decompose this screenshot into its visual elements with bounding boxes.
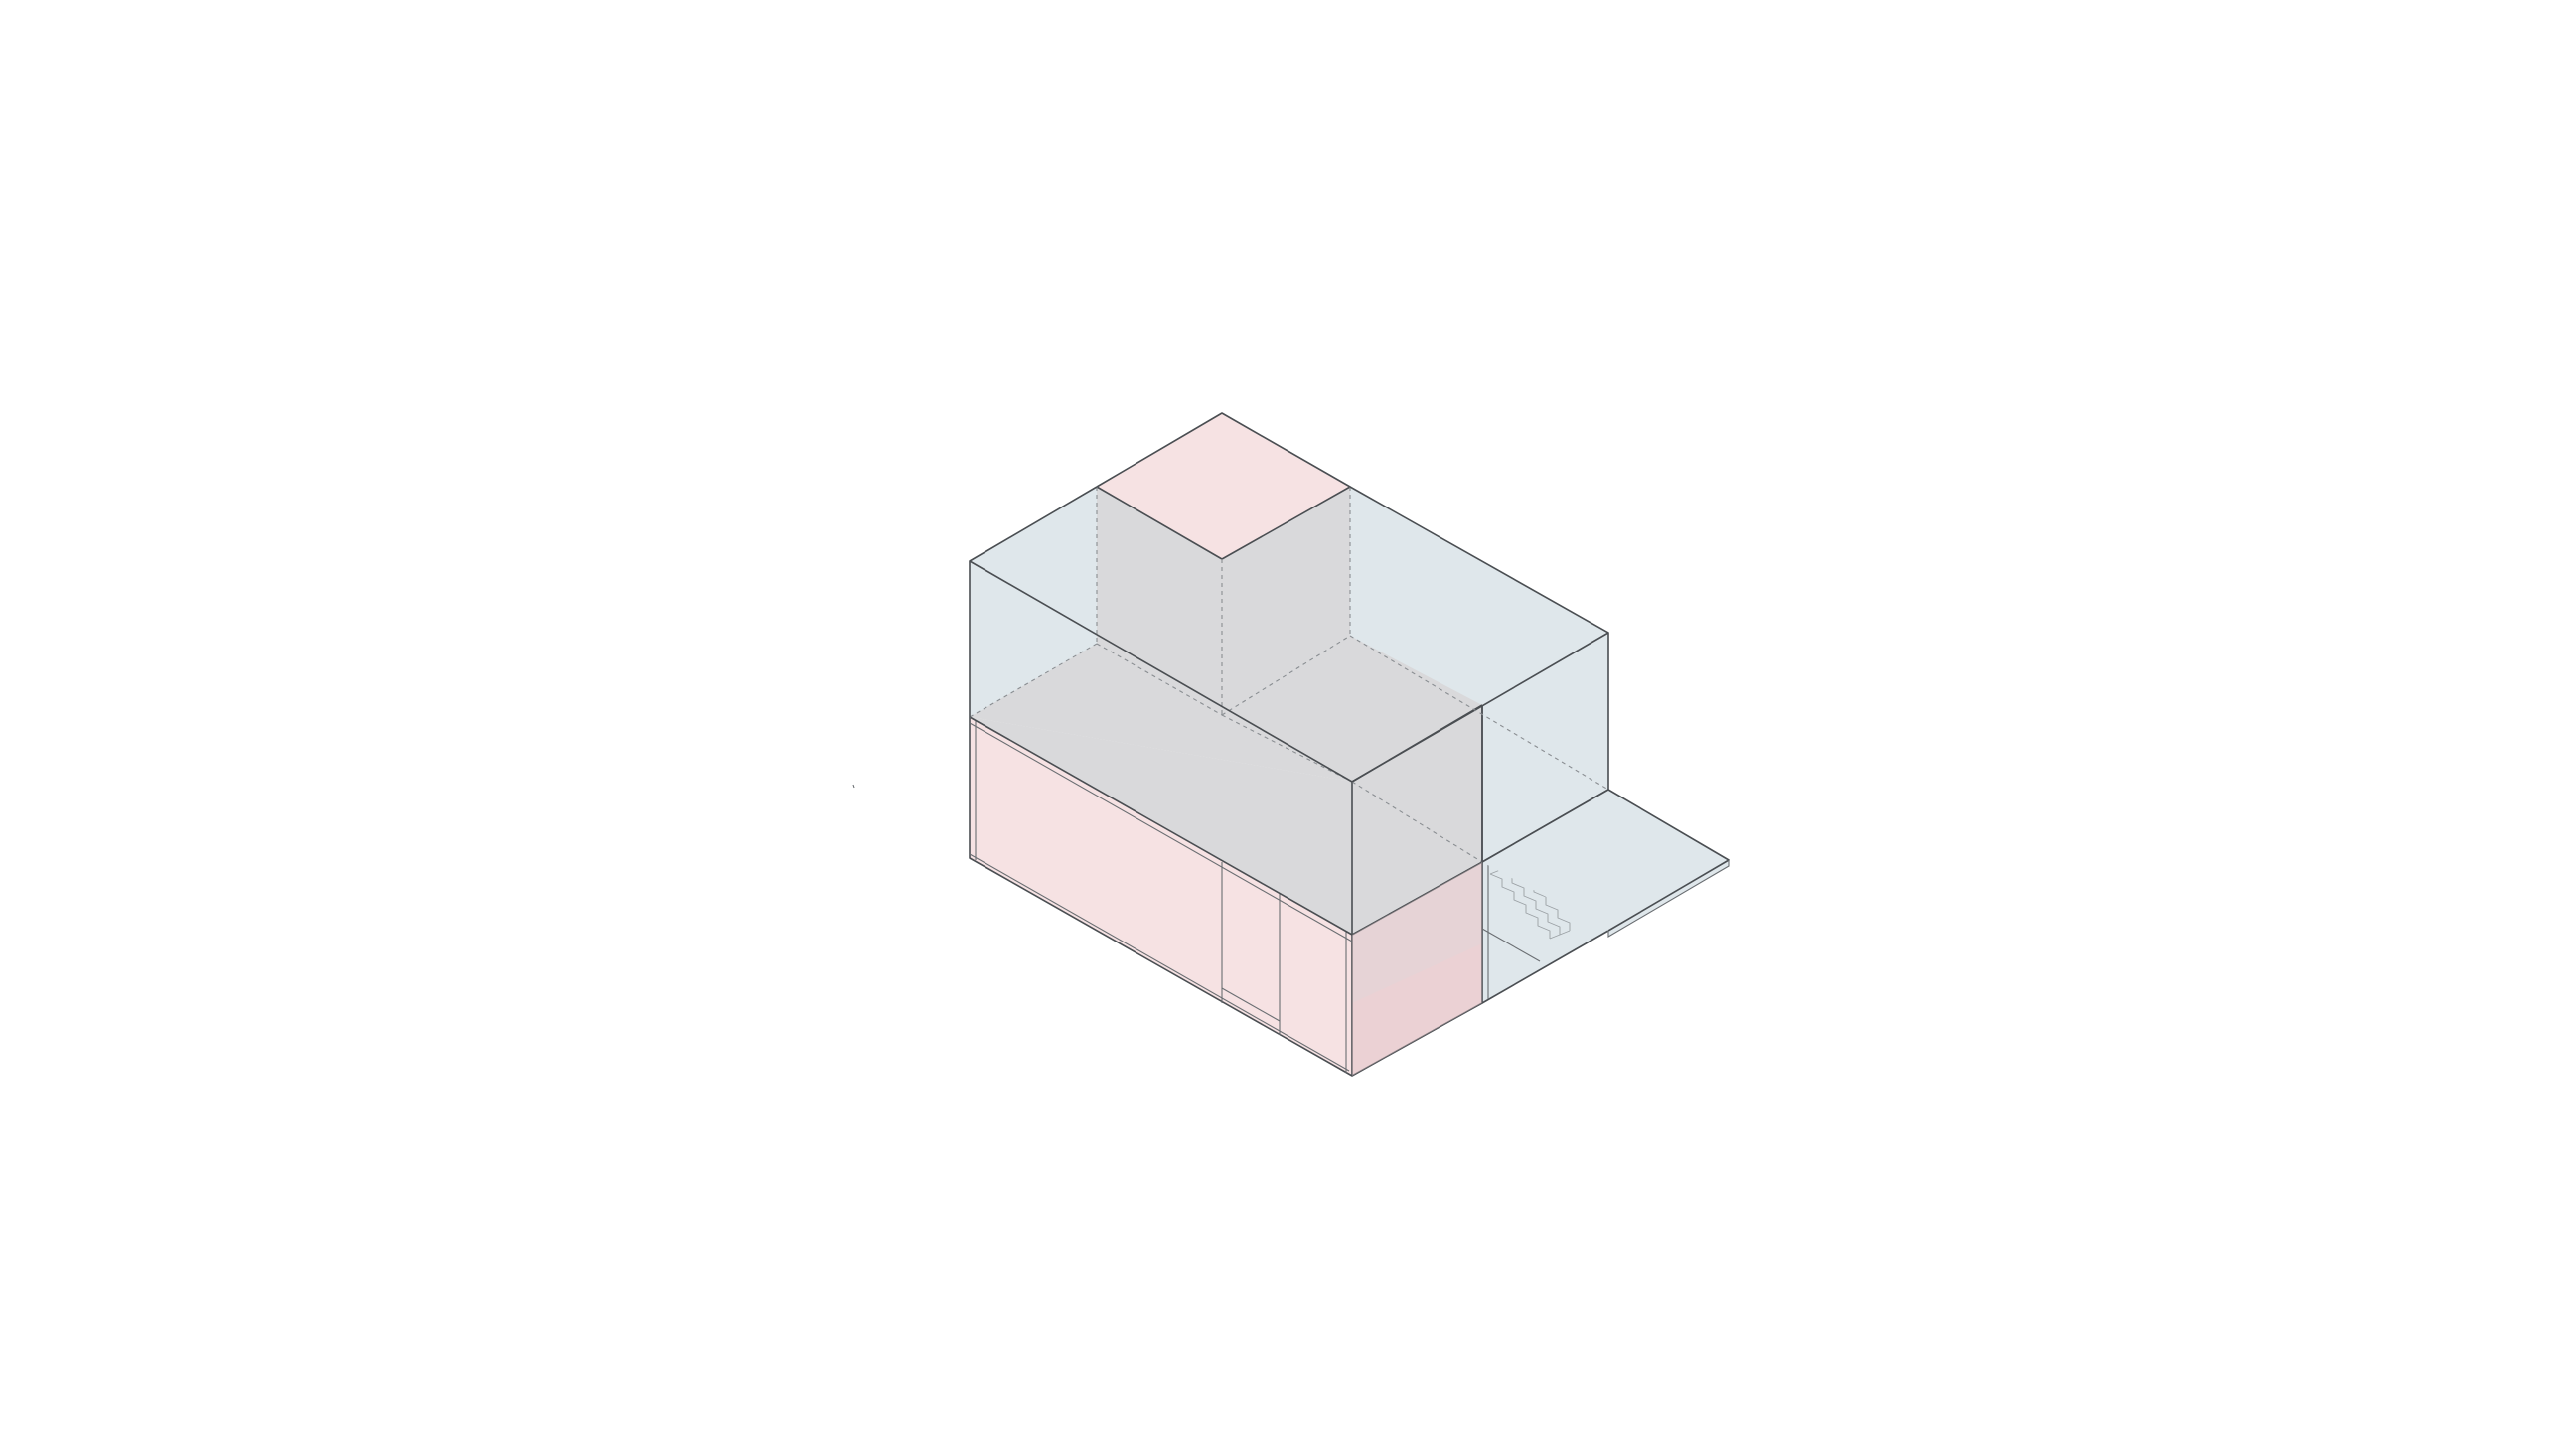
upper-left-face bbox=[970, 487, 1097, 717]
ground-floor-right-shadow bbox=[1352, 862, 1482, 1003]
ground-floor-window-bay bbox=[1352, 862, 1482, 1076]
grey-central-mass bbox=[969, 635, 1483, 942]
roof-box bbox=[1096, 412, 1351, 715]
roof-box-right-face bbox=[1222, 487, 1350, 715]
grey-mass-top bbox=[970, 636, 1482, 782]
stray-tick-mark bbox=[852, 784, 855, 789]
terrace-edge-face bbox=[1608, 860, 1729, 937]
window-bay-sill bbox=[1221, 987, 1281, 1022]
stair-treads bbox=[1489, 865, 1571, 940]
upper-back-right-wall bbox=[1350, 487, 1608, 790]
ground-floor-pink-volume bbox=[969, 717, 1483, 1077]
roof-box-left-face bbox=[1097, 487, 1222, 715]
ground-floor-left-face bbox=[970, 717, 1352, 1076]
cantilevered-terrace bbox=[1481, 789, 1730, 938]
